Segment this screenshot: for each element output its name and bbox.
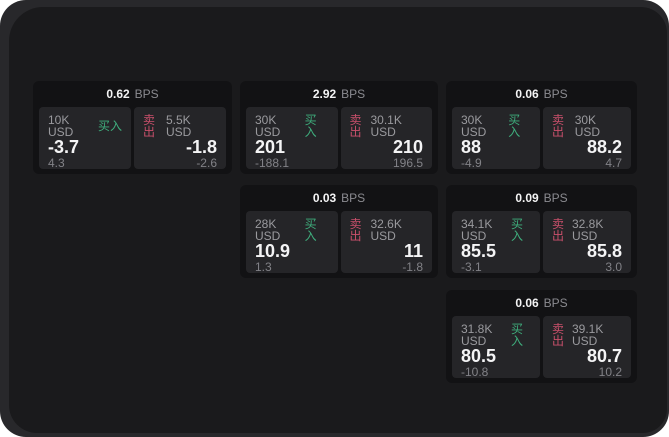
sell-sub-value: 4.7	[605, 156, 622, 170]
bps-unit-label: BPS	[543, 296, 568, 310]
buy-label: 买入	[511, 217, 524, 243]
sell-size: 30.1K USD	[370, 113, 402, 139]
card-header: 0.62 BPS	[33, 81, 232, 107]
sell-size: 30K USD	[574, 113, 601, 139]
bps-unit-label: BPS	[341, 87, 366, 101]
card-header: 0.06 BPS	[446, 290, 637, 316]
quote-card: 0.06 BPS 31.8K USD 买入 80.5 -10.8 卖出 39.1…	[446, 290, 637, 383]
sell-size: 39.1K USD	[572, 322, 604, 348]
buy-sub-value: 4.3	[48, 156, 65, 170]
sell-size: 5.5K USD	[165, 113, 192, 139]
quote-panels: 30K USD 买入 88 -4.9 卖出 30K USD 88.2 4.7	[446, 107, 637, 169]
bps-value: 0.03	[312, 191, 337, 205]
buy-price: 80.5	[461, 346, 497, 366]
sell-price: 85.8	[586, 241, 622, 261]
sell-quote-panel[interactable]: 卖出 39.1K USD 80.7 10.2	[543, 316, 631, 378]
quote-panels: 28K USD 买入 10.9 1.3 卖出 32.6K USD 11 -1.8	[240, 211, 438, 273]
buy-size: 28K USD	[255, 217, 281, 243]
sell-price: 88.2	[586, 137, 622, 157]
sell-label: 卖出	[349, 217, 362, 243]
card-header: 0.03 BPS	[240, 185, 438, 211]
buy-size: 30K USD	[461, 113, 487, 139]
sell-price: 210	[392, 137, 423, 157]
buy-price: 201	[255, 137, 286, 157]
bps-value: 0.09	[515, 191, 539, 205]
quote-panels: 30K USD 买入 201 -188.1 卖出 30.1K USD 210 1…	[240, 107, 438, 169]
buy-size: 30K USD	[255, 113, 281, 139]
quote-panels: 34.1K USD 买入 85.5 -3.1 卖出 32.8K USD 85.8…	[446, 211, 637, 273]
buy-quote-panel[interactable]: 28K USD 买入 10.9 1.3	[246, 211, 338, 273]
buy-sub-value: -4.9	[461, 156, 482, 170]
sell-sub-value: 3.0	[605, 260, 622, 274]
quote-card: 0.03 BPS 28K USD 买入 10.9 1.3 卖出 32.6K US…	[240, 185, 438, 278]
sell-quote-panel[interactable]: 卖出 30K USD 88.2 4.7	[543, 107, 631, 169]
sell-label: 卖出	[552, 113, 565, 139]
buy-label: 买入	[304, 113, 317, 139]
buy-size: 10K USD	[48, 113, 74, 139]
sell-size: 32.6K USD	[370, 217, 402, 243]
sell-price: -1.8	[185, 137, 217, 157]
sell-label: 卖出	[349, 113, 362, 139]
sell-quote-panel[interactable]: 卖出 32.6K USD 11 -1.8	[340, 211, 432, 274]
card-header: 0.06 BPS	[446, 81, 637, 107]
buy-price: 10.9	[255, 241, 291, 261]
quote-panels: 10K USD 买入 -3.7 4.3 卖出 5.5K USD -1.8 -2.…	[33, 107, 232, 169]
quote-card: 0.06 BPS 30K USD 买入 88 -4.9 卖出 30K USD 8…	[446, 81, 637, 174]
buy-sub-value: -188.1	[255, 156, 290, 170]
bps-unit-label: BPS	[543, 191, 568, 205]
bps-unit-label: BPS	[341, 191, 366, 205]
sell-sub-value: 196.5	[392, 156, 423, 170]
bps-unit-label: BPS	[134, 87, 159, 101]
buy-quote-panel[interactable]: 31.8K USD 买入 80.5 -10.8	[452, 316, 540, 378]
sell-price: 11	[403, 241, 423, 261]
sell-quote-panel[interactable]: 卖出 5.5K USD -1.8 -2.6	[134, 107, 226, 169]
buy-quote-panel[interactable]: 30K USD 买入 88 -4.9	[452, 107, 540, 169]
sell-sub-value: -1.8	[402, 260, 423, 274]
quote-card: 0.09 BPS 34.1K USD 买入 85.5 -3.1 卖出 32.8K…	[446, 185, 637, 278]
bps-value: 0.62	[106, 87, 130, 101]
quote-card: 2.92 BPS 30K USD 买入 201 -188.1 卖出 30.1K …	[240, 81, 438, 174]
sell-quote-panel[interactable]: 卖出 32.8K USD 85.8 3.0	[543, 211, 631, 273]
sell-label: 卖出	[552, 322, 565, 348]
bps-value: 2.92	[312, 87, 337, 101]
buy-label: 买入	[508, 113, 521, 139]
sell-size: 32.8K USD	[572, 217, 604, 243]
buy-quote-panel[interactable]: 34.1K USD 买入 85.5 -3.1	[452, 211, 540, 273]
sell-sub-value: -2.6	[196, 156, 217, 170]
buy-price: 88	[461, 137, 482, 157]
buy-sub-value: -10.8	[461, 365, 489, 379]
buy-size: 31.8K USD	[461, 322, 493, 348]
buy-quote-panel[interactable]: 10K USD 买入 -3.7 4.3	[39, 107, 131, 169]
bps-value: 0.06	[515, 87, 539, 101]
sell-sub-value: 10.2	[598, 365, 622, 379]
buy-price: 85.5	[461, 241, 497, 261]
buy-label: 买入	[511, 322, 524, 348]
buy-sub-value: 1.3	[255, 260, 272, 274]
card-header: 0.09 BPS	[446, 185, 637, 211]
sell-label: 卖出	[552, 217, 565, 243]
quote-panels: 31.8K USD 买入 80.5 -10.8 卖出 39.1K USD 80.…	[446, 316, 637, 378]
card-header: 2.92 BPS	[240, 81, 438, 107]
buy-quote-panel[interactable]: 30K USD 买入 201 -188.1	[246, 107, 338, 169]
sell-price: 80.7	[586, 346, 622, 366]
buy-sub-value: -3.1	[461, 260, 482, 274]
buy-label: 买入	[98, 119, 123, 133]
buy-size: 34.1K USD	[461, 217, 493, 243]
bps-unit-label: BPS	[543, 87, 568, 101]
sell-label: 卖出	[143, 113, 156, 139]
buy-label: 买入	[304, 217, 317, 243]
quote-card: 0.62 BPS 10K USD 买入 -3.7 4.3 卖出 5.5K USD…	[33, 81, 232, 174]
sell-quote-panel[interactable]: 卖出 30.1K USD 210 196.5	[340, 107, 432, 170]
buy-price: -3.7	[48, 137, 80, 157]
bps-value: 0.06	[515, 296, 539, 310]
